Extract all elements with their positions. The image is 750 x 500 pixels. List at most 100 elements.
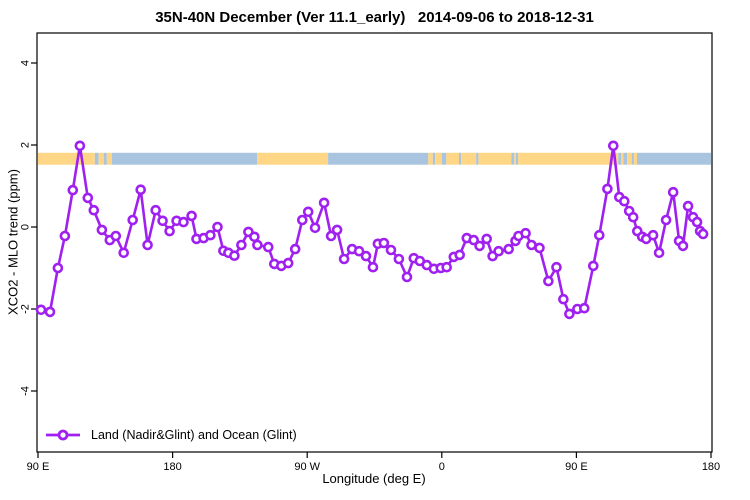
data-point-marker <box>627 211 639 223</box>
data-point-marker <box>96 224 108 236</box>
data-point-marker <box>468 234 480 246</box>
ocean-band-segment <box>441 152 447 165</box>
land-band-segment <box>98 152 104 165</box>
data-point-marker <box>607 140 619 152</box>
legend-marker-icon <box>46 429 80 441</box>
ocean-band-segment <box>328 152 429 165</box>
land-band-segment <box>627 152 632 165</box>
data-point-marker <box>135 184 146 195</box>
x-axis-label: Longitude (deg E) <box>322 471 426 486</box>
y-axis-label: XCO2 - MLO trend (ppm) <box>5 169 21 315</box>
data-point-marker <box>205 229 216 241</box>
land-band-segment <box>514 152 516 165</box>
data-line <box>39 144 705 316</box>
data-point-marker <box>474 240 485 252</box>
data-point-marker <box>82 192 94 204</box>
data-point-marker <box>229 250 240 261</box>
data-point-marker <box>127 214 138 226</box>
data-point-marker <box>677 240 689 252</box>
ocean-band-segment <box>618 152 622 165</box>
data-point-marker <box>236 239 247 251</box>
data-point-marker <box>74 140 86 152</box>
ocean-band-segment <box>637 152 711 165</box>
x-tick-label: 0 <box>439 461 445 473</box>
data-point-marker <box>212 221 223 233</box>
data-point-marker <box>302 206 314 218</box>
data-point-marker <box>503 243 515 255</box>
land-band-segment <box>435 152 442 165</box>
ocean-band-segment <box>103 152 107 165</box>
land-band-segment <box>106 152 112 165</box>
data-point-marker <box>551 261 562 273</box>
data-point-marker <box>587 260 599 272</box>
data-point-marker <box>338 253 350 265</box>
ocean-band-segment <box>623 152 628 165</box>
land-band-segment <box>634 152 637 165</box>
ocean-band-segment <box>432 152 435 165</box>
data-point-marker <box>325 230 337 242</box>
data-point-marker <box>682 200 694 212</box>
data-point-marker <box>318 197 330 209</box>
land-band-segment <box>257 152 329 165</box>
land-band-segment <box>428 152 433 165</box>
legend-label: Land (Nadir&Glint) and Ocean (Glint) <box>91 428 297 442</box>
data-point-marker <box>67 184 79 196</box>
plot-border <box>36 32 713 453</box>
data-point-marker <box>296 214 308 226</box>
data-point-marker <box>186 210 197 222</box>
data-point-marker <box>593 229 605 241</box>
data-point-marker <box>178 216 189 228</box>
data-point-marker <box>441 261 453 273</box>
ocean-band-segment <box>631 152 634 165</box>
data-point-marker <box>367 261 379 273</box>
y-tick-label: 4 <box>20 60 32 66</box>
x-tick-label: 90 E <box>27 461 50 473</box>
data-point-marker <box>378 237 390 249</box>
data-point-marker <box>653 247 665 259</box>
land-band-segment <box>38 152 95 165</box>
data-point-marker <box>618 195 630 207</box>
data-point-marker <box>88 204 100 216</box>
data-point-marker <box>691 216 703 228</box>
ocean-band-segment <box>476 152 479 165</box>
data-point-marker <box>667 186 679 198</box>
data-point-marker <box>309 222 321 234</box>
data-point-marker <box>454 249 466 261</box>
data-point-marker <box>602 183 613 195</box>
data-point-marker <box>331 224 343 236</box>
y-tick-label: -2 <box>20 304 32 314</box>
x-tick-label: 90 E <box>565 461 588 473</box>
data-point-marker <box>252 239 263 251</box>
data-point-marker <box>164 225 175 237</box>
data-point-marker <box>393 253 405 265</box>
data-point-marker <box>157 215 168 227</box>
data-point-marker <box>353 245 365 257</box>
data-point-marker <box>647 229 659 241</box>
ocean-band-segment <box>459 152 462 165</box>
x-tick-label: 180 <box>163 461 181 473</box>
legend: Land (Nadir&Glint) and Ocean (Glint) <box>44 428 297 442</box>
x-tick-label: 180 <box>702 461 720 473</box>
data-point-marker <box>262 241 274 253</box>
data-point-marker <box>289 243 301 255</box>
data-point-marker <box>481 233 493 245</box>
data-point-marker <box>35 304 47 316</box>
data-point-marker <box>385 244 397 256</box>
data-point-marker <box>493 245 504 257</box>
x-tick-label: 90 W <box>294 461 320 473</box>
data-point-marker <box>660 214 672 226</box>
data-point-marker <box>520 227 531 239</box>
land-band-segment <box>461 152 477 165</box>
land-band-segment <box>446 152 459 165</box>
y-tick-label: -4 <box>20 386 32 396</box>
data-point-marker <box>534 242 545 254</box>
data-point-marker <box>150 204 161 216</box>
data-point-marker <box>282 257 294 269</box>
land-band-segment <box>621 152 624 165</box>
data-point-marker <box>401 271 413 283</box>
ocean-band-segment <box>94 152 99 165</box>
data-point-marker <box>360 250 372 262</box>
data-point-marker <box>697 228 709 240</box>
data-point-marker <box>118 247 129 259</box>
